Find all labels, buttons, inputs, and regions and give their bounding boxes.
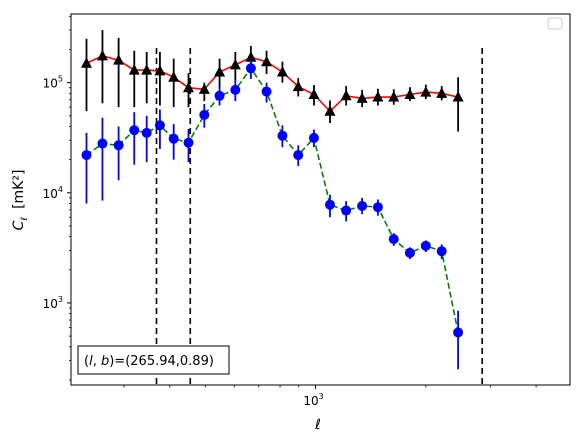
y-tick-label: 105 — [43, 75, 63, 91]
data-point-circle — [154, 120, 165, 131]
x-axis-label: ℓ — [314, 417, 321, 433]
y-tick-label: 103 — [43, 295, 63, 311]
data-point-triangle — [96, 49, 108, 61]
data-point-triangle — [128, 64, 140, 75]
data-point-triangle — [80, 57, 92, 68]
data-point-circle — [420, 240, 431, 251]
data-point-circle — [230, 84, 241, 95]
data-point-circle — [388, 234, 399, 245]
data-point-triangle — [198, 83, 210, 94]
tick-layer: 103 104 105 103 — [43, 15, 537, 408]
data-point-triangle — [340, 89, 352, 101]
data-point-circle — [97, 138, 108, 149]
data-point-circle — [277, 130, 288, 141]
data-point-circle — [404, 247, 415, 258]
annotation-text: (l, b)=(265.94,0.89) — [84, 354, 214, 369]
data-point-triangle — [261, 55, 273, 67]
vline-layer — [155, 48, 483, 385]
data-point-circle — [293, 150, 304, 161]
data-point-triangle — [154, 64, 166, 76]
data-point-triangle — [436, 87, 448, 98]
series-layer — [80, 30, 464, 370]
data-point-triangle — [372, 91, 384, 102]
data-point-circle — [141, 127, 152, 138]
data-point-circle — [245, 63, 256, 74]
series-2 — [81, 59, 464, 370]
data-point-triangle — [356, 92, 368, 103]
y-tick-label: 104 — [43, 185, 63, 201]
data-point-triangle — [308, 88, 320, 100]
annotation-box — [77, 345, 230, 375]
data-point-triangle — [229, 58, 241, 70]
data-point-triangle — [168, 71, 180, 82]
x-tick-label: 103 — [303, 392, 323, 408]
series-1 — [80, 30, 464, 132]
data-point-circle — [183, 137, 194, 148]
data-point-circle — [81, 150, 92, 161]
data-point-triangle — [420, 86, 432, 97]
data-point-circle — [214, 90, 225, 101]
data-point-triangle — [113, 54, 125, 65]
data-point-triangle — [245, 51, 257, 62]
data-point-triangle — [183, 81, 195, 93]
data-point-circle — [357, 200, 368, 211]
axes-frame — [70, 13, 571, 386]
data-point-circle — [372, 202, 383, 213]
data-point-circle — [113, 140, 124, 151]
data-point-circle — [324, 199, 335, 210]
data-point-circle — [168, 133, 179, 144]
data-point-triangle — [214, 65, 226, 77]
data-point-triangle — [452, 91, 464, 102]
data-point-circle — [341, 205, 352, 216]
data-point-circle — [129, 125, 140, 136]
y-axis-label: Cℓ[mK²] — [11, 170, 30, 231]
data-point-triangle — [388, 91, 400, 102]
data-point-triangle — [141, 64, 153, 75]
data-point-triangle — [292, 80, 304, 92]
data-point-triangle — [276, 65, 288, 77]
data-point-circle — [453, 327, 464, 338]
data-point-circle — [436, 246, 447, 257]
data-point-circle — [261, 86, 272, 97]
legend-box — [547, 17, 563, 30]
data-point-triangle — [404, 88, 416, 100]
data-point-circle — [308, 132, 319, 143]
data-point-circle — [199, 109, 210, 120]
data-point-triangle — [324, 105, 336, 116]
